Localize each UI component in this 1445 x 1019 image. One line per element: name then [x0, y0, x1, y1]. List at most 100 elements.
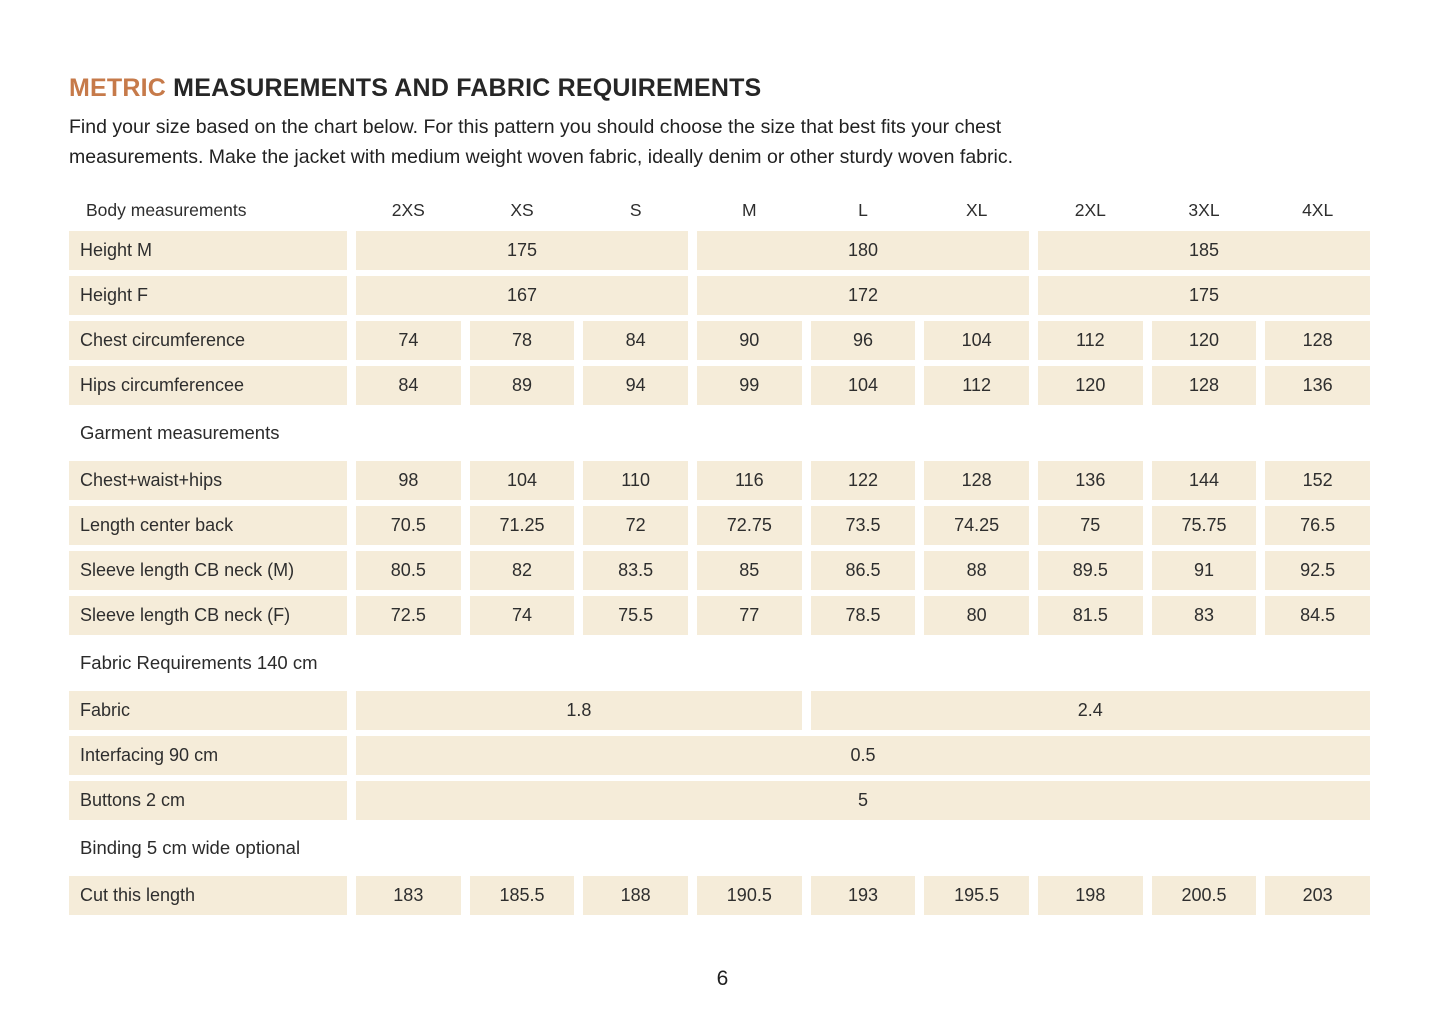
table-cell: 74 — [469, 596, 575, 635]
column-header-size-2xl: 2XL — [1074, 199, 1106, 220]
section-label-garment: Garment measurements — [80, 422, 280, 443]
row-label-buttons: Buttons 2 cm — [69, 781, 347, 820]
table-cell: 99 — [696, 366, 802, 405]
row-label-chest-waist-hips: Chest+waist+hips — [69, 461, 347, 500]
table-cell: 84.5 — [1265, 596, 1370, 635]
table-cell: 91 — [1151, 551, 1257, 590]
page-title: METRIC MEASUREMENTS AND FABRIC REQUIREME… — [69, 74, 1370, 103]
column-header-body-measurements: Body measurements — [86, 199, 247, 220]
table-cell: 74 — [356, 321, 461, 360]
table-cell: 144 — [1151, 461, 1257, 500]
table-cell: 2.4 — [810, 691, 1370, 730]
table-cell: 116 — [696, 461, 802, 500]
table-cell: 193 — [810, 876, 916, 915]
column-header-size-m: M — [742, 199, 757, 220]
table-cell: 175 — [356, 231, 688, 270]
table-cell: 72 — [583, 506, 688, 545]
table-cell: 84 — [356, 366, 461, 405]
table-cell: 77 — [696, 596, 802, 635]
table-cell: 104 — [810, 366, 916, 405]
table-cell: 70.5 — [356, 506, 461, 545]
table-cell: 136 — [1037, 461, 1143, 500]
table-cell: 198 — [1037, 876, 1143, 915]
table-cell: 110 — [583, 461, 688, 500]
row-label-cut-length: Cut this length — [69, 876, 347, 915]
table-cell: 75.75 — [1151, 506, 1257, 545]
table-cell: 136 — [1265, 366, 1370, 405]
table-cell: 89.5 — [1037, 551, 1143, 590]
table-cell: 81.5 — [1037, 596, 1143, 635]
table-cell: 73.5 — [810, 506, 916, 545]
table-cell: 203 — [1265, 876, 1370, 915]
table-cell: 78 — [469, 321, 575, 360]
table-cell: 1.8 — [356, 691, 802, 730]
table-cell: 128 — [924, 461, 1029, 500]
table-cell: 75.5 — [583, 596, 688, 635]
intro-line-2: measurements. Make the jacket with mediu… — [69, 146, 1013, 168]
table-cell: 86.5 — [810, 551, 916, 590]
table-cell: 185.5 — [469, 876, 575, 915]
row-label-hips: Hips circumferencee — [69, 366, 347, 405]
table-cell: 83 — [1151, 596, 1257, 635]
table-cell: 128 — [1265, 321, 1370, 360]
row-label-fabric: Fabric — [69, 691, 347, 730]
table-cell: 180 — [696, 231, 1029, 270]
table-cell: 185 — [1037, 231, 1370, 270]
table-cell: 89 — [469, 366, 575, 405]
table-cell: 188 — [583, 876, 688, 915]
size-table: Body measurements 2XS XS S M L XL 2XL 3X… — [69, 195, 1370, 915]
table-cell: 76.5 — [1265, 506, 1370, 545]
table-cell: 200.5 — [1151, 876, 1257, 915]
table-cell: 71.25 — [469, 506, 575, 545]
table-cell: 120 — [1151, 321, 1257, 360]
table-cell: 80.5 — [356, 551, 461, 590]
column-header-size-l: L — [858, 199, 868, 220]
table-cell: 167 — [356, 276, 688, 315]
table-cell: 172 — [696, 276, 1029, 315]
table-cell: 72.75 — [696, 506, 802, 545]
row-label-length-center-back: Length center back — [69, 506, 347, 545]
table-cell: 128 — [1151, 366, 1257, 405]
row-label-interfacing: Interfacing 90 cm — [69, 736, 347, 775]
intro-paragraph: Find your size based on the chart below.… — [69, 112, 1370, 172]
column-header-size-3xl: 3XL — [1188, 199, 1220, 220]
table-cell: 175 — [1037, 276, 1370, 315]
table-cell: 88 — [924, 551, 1029, 590]
table-cell: 78.5 — [810, 596, 916, 635]
table-cell: 83.5 — [583, 551, 688, 590]
column-header-size-s: S — [629, 199, 642, 220]
table-cell: 183 — [356, 876, 461, 915]
row-label-height-m: Height M — [69, 231, 347, 270]
table-cell: 72.5 — [356, 596, 461, 635]
table-cell: 98 — [356, 461, 461, 500]
table-cell: 190.5 — [696, 876, 802, 915]
title-rest: MEASUREMENTS AND FABRIC REQUIREMENTS — [166, 74, 762, 102]
document-page: METRIC MEASUREMENTS AND FABRIC REQUIREME… — [69, 74, 1370, 915]
column-header-size-xs: XS — [510, 199, 534, 220]
row-label-height-f: Height F — [69, 276, 347, 315]
table-cell: 96 — [810, 321, 916, 360]
table-cell: 82 — [469, 551, 575, 590]
title-accent: METRIC — [69, 74, 167, 102]
table-cell: 80 — [924, 596, 1029, 635]
row-label-chest: Chest circumference — [69, 321, 347, 360]
column-header-size-xl: XL — [965, 199, 988, 220]
page-number: 6 — [716, 967, 729, 990]
column-header-size-4xl: 4XL — [1302, 199, 1334, 220]
row-label-sleeve-f: Sleeve length CB neck (F) — [69, 596, 347, 635]
table-cell: 152 — [1265, 461, 1370, 500]
table-cell: 104 — [469, 461, 575, 500]
table-cell: 112 — [924, 366, 1029, 405]
table-cell: 92.5 — [1265, 551, 1370, 590]
table-cell: 0.5 — [356, 736, 1370, 775]
section-label-binding: Binding 5 cm wide optional — [80, 837, 301, 858]
table-cell: 195.5 — [924, 876, 1029, 915]
table-cell: 94 — [583, 366, 688, 405]
table-cell: 90 — [696, 321, 802, 360]
section-label-fabric-requirements: Fabric Requirements 140 cm — [80, 652, 318, 673]
table-cell: 74.25 — [924, 506, 1029, 545]
table-cell: 75 — [1037, 506, 1143, 545]
intro-line-1: Find your size based on the chart below.… — [69, 116, 1002, 138]
table-cell: 112 — [1037, 321, 1143, 360]
table-cell: 5 — [356, 781, 1370, 820]
